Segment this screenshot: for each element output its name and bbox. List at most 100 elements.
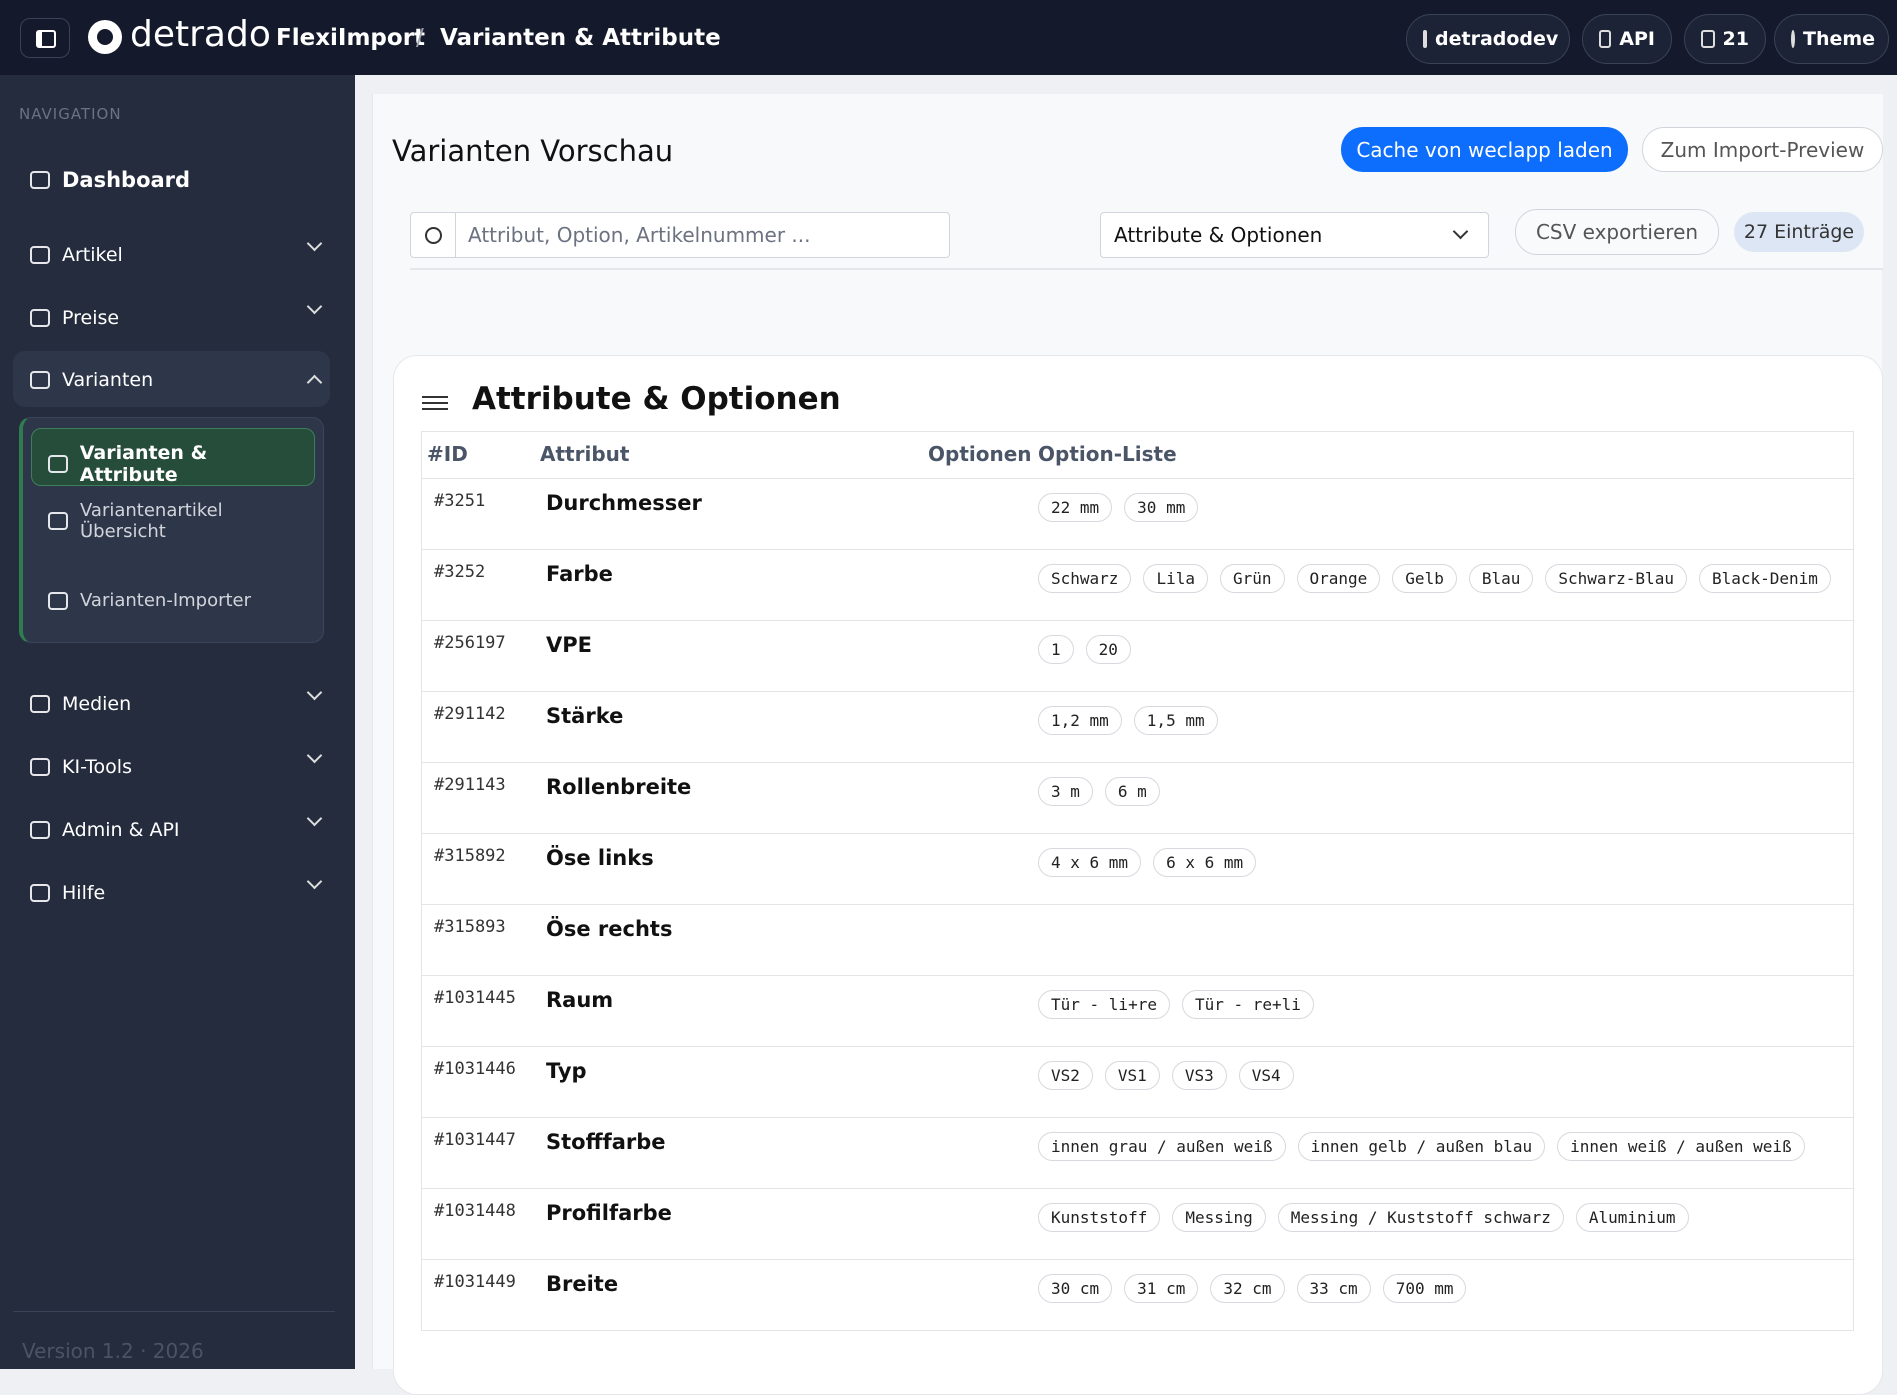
option-list: 1,2 mm 1,5 mm — [1038, 706, 1853, 735]
page-title: Varianten Vorschau — [392, 134, 674, 168]
nav-item[interactable]: Medien — [30, 684, 323, 719]
option-list: 22 mm 30 mm — [1038, 493, 1853, 522]
option-list: 30 cm 31 cm 32 cm 33 cm 700 mm — [1038, 1274, 1853, 1303]
nav-item[interactable]: Preise — [30, 298, 323, 333]
submenu-item[interactable]: Varianten-Importer — [48, 590, 308, 611]
row-id: #256197 — [434, 633, 506, 653]
preview-button[interactable]: Zum Import-Preview — [1642, 127, 1883, 172]
table-row: #315893 Öse rechts — [422, 904, 1853, 975]
nav-label: Artikel — [62, 244, 123, 266]
row-id: #291142 — [434, 704, 506, 724]
row-id: #1031449 — [434, 1272, 516, 1292]
search-placeholder: Attribut, Option, Artikelnummer ... — [468, 223, 811, 247]
option-tag: Orange — [1296, 564, 1381, 593]
section-label: NAVIGATION — [19, 105, 122, 123]
row-id: #1031445 — [434, 988, 516, 1008]
option-tag: VS2 — [1038, 1061, 1093, 1090]
sidebar-toggle[interactable] — [20, 18, 70, 58]
option-tag: 3 m — [1038, 777, 1093, 806]
content: Varianten Vorschau Cache von weclapp lad… — [372, 94, 1883, 1395]
icon — [30, 371, 50, 389]
option-tag: Messing — [1172, 1203, 1266, 1232]
option-tag: Kunststoff — [1038, 1203, 1161, 1232]
label: detradodev — [1435, 28, 1559, 50]
submenu-item[interactable]: Varianten & Attribute — [48, 442, 308, 486]
label: Theme — [1803, 28, 1876, 50]
option-tag: Lila — [1143, 564, 1208, 593]
row-attribute: Durchmesser — [546, 491, 702, 515]
chevron — [306, 810, 323, 827]
sidebar: NAVIGATION Version 1.2 · 2026 Dashboard A… — [0, 75, 355, 1369]
filter-select[interactable]: Attribute & Optionen — [1100, 212, 1489, 258]
option-tag: Black-Denim — [1698, 564, 1831, 593]
row-id: #315893 — [434, 917, 506, 937]
option-tag: 30 cm — [1038, 1274, 1113, 1303]
row-id: #1031448 — [434, 1201, 516, 1221]
option-tag: innen grau / außen weiß — [1038, 1132, 1286, 1161]
nav-item[interactable]: KI-Tools — [30, 747, 323, 782]
nav-item[interactable]: Hilfe — [30, 873, 323, 908]
option-tag: 1,5 mm — [1133, 706, 1218, 735]
icon — [30, 758, 50, 776]
icon — [30, 309, 50, 327]
row-attribute: Stofffarbe — [546, 1130, 666, 1154]
row-id: #291143 — [434, 775, 506, 795]
label: Zum Import-Preview — [1660, 137, 1865, 162]
active-group — [13, 351, 330, 407]
row-attribute: Rollenbreite — [546, 775, 692, 799]
option-tag: 31 cm — [1124, 1274, 1199, 1303]
api-button[interactable]: API — [1582, 14, 1672, 64]
submenu-label: Varianten-Importer — [80, 590, 252, 611]
icon — [48, 512, 68, 530]
option-tag: 1 — [1038, 635, 1074, 664]
option-list: innen grau / außen weiß innen gelb / auße… — [1038, 1132, 1853, 1161]
option-tag: Gelb — [1392, 564, 1457, 593]
cache-button[interactable]: Cache von weclapp laden — [1341, 127, 1628, 172]
label: 21 — [1722, 28, 1749, 50]
nav-label: Medien — [62, 693, 132, 715]
nav-item[interactable]: Varianten — [30, 365, 323, 395]
nav-item[interactable]: Artikel — [30, 235, 323, 270]
logo — [88, 20, 122, 54]
option-tag: Tür - li+re — [1038, 990, 1170, 1019]
row-id: #3252 — [434, 562, 486, 582]
nav-label: KI-Tools — [62, 756, 132, 778]
submenu-item[interactable]: Variantenartikel Übersicht — [48, 500, 308, 542]
option-tag: 6 m — [1104, 777, 1160, 806]
card: Attribute & Optionen #ID Attribut Optionen… — [393, 355, 1883, 1395]
search[interactable]: Attribut, Option, Artikelnummer ... — [410, 212, 950, 258]
option-tag: Messing / Kuststoff schwarz — [1277, 1203, 1564, 1232]
table-row: #1031447 Stofffarbe innen grau / außen wei… — [422, 1117, 1853, 1188]
nav-label: Hilfe — [62, 882, 106, 904]
export-button[interactable]: CSV exportieren — [1515, 209, 1719, 255]
table-row: #1031449 Breite 30 cm 31 cm 32 cm 33 cm 700 mm — [422, 1259, 1853, 1330]
jobs-button[interactable]: 21 — [1684, 14, 1766, 64]
table-row: #315892 Öse links 4 x 6 mm 6 x 6 mm — [422, 833, 1853, 904]
chevron — [306, 684, 323, 701]
row-attribute: Typ — [546, 1059, 587, 1083]
chevron — [306, 235, 323, 252]
option-tag: Grün — [1219, 564, 1285, 593]
option-list: VS2 VS1 VS3 VS4 — [1038, 1061, 1853, 1090]
column-header: #ID — [427, 442, 468, 466]
icon — [48, 591, 68, 610]
option-tag: 1,2 mm — [1038, 706, 1122, 735]
breadcrumb[interactable]: FlexiImport — [276, 25, 426, 51]
version: Version 1.2 · 2026 — [22, 1339, 204, 1363]
nav-item[interactable]: Dashboard — [30, 165, 320, 195]
list-icon — [422, 392, 448, 414]
icon — [48, 455, 68, 473]
option-tag: Aluminium — [1575, 1203, 1689, 1232]
row-id: #1031446 — [434, 1059, 516, 1079]
table-row: #291142 Stärke 1,2 mm 1,5 mm — [422, 691, 1853, 762]
nav-item[interactable]: Admin & API — [30, 810, 323, 845]
row-id: #1031447 — [434, 1130, 516, 1150]
table: #ID Attribut Optionen Option-Liste #3251 Durc… — [421, 431, 1854, 1331]
tenant-button[interactable]: detradodev — [1406, 14, 1570, 64]
submenu-label: Variantenartikel Übersicht — [80, 500, 223, 542]
option-tag: 30 mm — [1124, 493, 1199, 522]
card-title: Attribute & Optionen — [472, 381, 841, 417]
theme-button[interactable]: Theme — [1774, 14, 1889, 64]
row-attribute: Stärke — [546, 704, 624, 728]
